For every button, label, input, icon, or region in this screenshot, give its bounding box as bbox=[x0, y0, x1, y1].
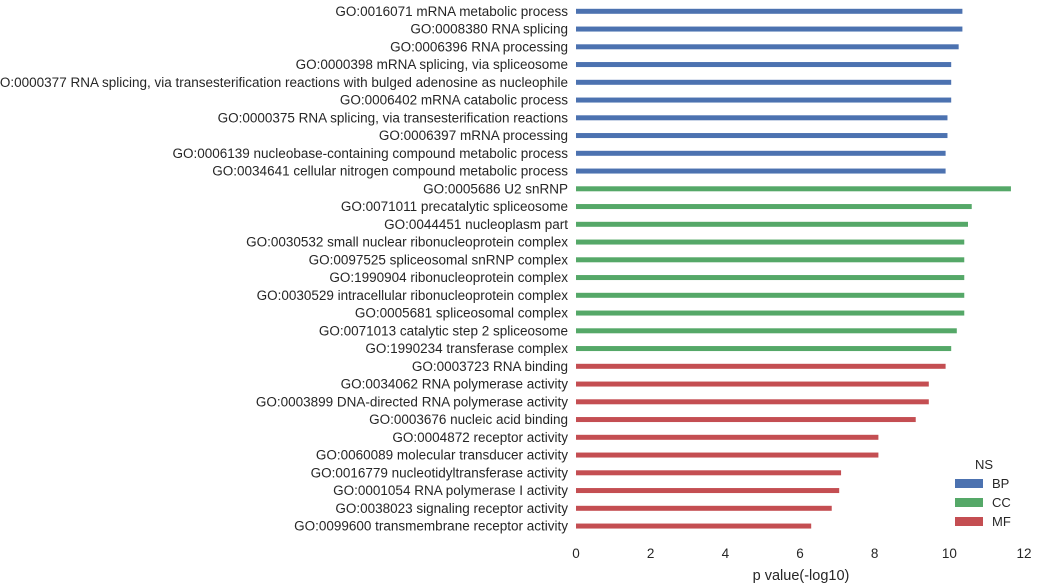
category-label: GO:0097525 spliceosomal snRNP complex bbox=[309, 252, 569, 267]
legend-swatch-bp bbox=[955, 479, 983, 488]
x-tick-label: 8 bbox=[871, 546, 879, 561]
category-label: GO:0071011 precatalytic spliceosome bbox=[341, 199, 568, 214]
category-label: GO:0003676 nucleic acid binding bbox=[369, 412, 568, 427]
bar-mf bbox=[576, 381, 929, 387]
bars bbox=[576, 8, 1011, 529]
legend-swatch-cc bbox=[955, 498, 983, 507]
legend-title: NS bbox=[975, 457, 993, 472]
category-label: GO:0016779 nucleotidyltransferase activi… bbox=[311, 465, 569, 480]
category-label: GO:0001054 RNA polymerase I activity bbox=[333, 483, 568, 498]
category-label: GO:0004872 receptor activity bbox=[392, 430, 568, 445]
bar-bp bbox=[576, 8, 963, 14]
category-label: GO:0005681 spliceosomal complex bbox=[355, 306, 568, 321]
category-label: GO:1990904 ribonucleoprotein complex bbox=[329, 270, 568, 285]
bar-cc bbox=[576, 328, 957, 334]
bar-mf bbox=[576, 417, 916, 423]
bar-bp bbox=[576, 44, 959, 50]
x-axis-label: p value(-log10) bbox=[753, 568, 850, 584]
bar-cc bbox=[576, 204, 972, 210]
x-tick-label: 0 bbox=[572, 546, 580, 561]
legend-label-mf: MF bbox=[992, 514, 1011, 529]
category-label: GO:0000375 RNA splicing, via transesteri… bbox=[218, 110, 569, 125]
bar-mf bbox=[576, 488, 840, 494]
category-label: GO:0006139 nucleobase-containing compoun… bbox=[172, 146, 568, 161]
x-tick-label: 12 bbox=[1016, 546, 1031, 561]
bar-cc bbox=[576, 310, 965, 316]
bar-mf bbox=[576, 470, 842, 476]
category-label: GO:0044451 nucleoplasm part bbox=[384, 217, 568, 232]
category-label: GO:0006397 mRNA processing bbox=[379, 128, 568, 143]
bar-bp bbox=[576, 168, 946, 174]
category-label: GO:0006402 mRNA catabolic process bbox=[340, 93, 568, 108]
category-label: GO:0030532 small nuclear ribonucleoprote… bbox=[246, 235, 568, 250]
bar-cc bbox=[576, 275, 965, 281]
category-label: GO:0005686 U2 snRNP bbox=[423, 181, 568, 196]
bar-bp bbox=[576, 150, 946, 156]
bar-bp bbox=[576, 115, 948, 121]
category-label: GO:0006396 RNA processing bbox=[390, 39, 568, 54]
category-label: GO:0008380 RNA splicing bbox=[410, 22, 568, 37]
bar-mf bbox=[576, 505, 832, 511]
bar-cc bbox=[576, 239, 965, 245]
bar-cc bbox=[576, 346, 952, 352]
category-label: GO:0034062 RNA polymerase activity bbox=[341, 377, 569, 392]
x-tick-label: 4 bbox=[722, 546, 730, 561]
legend-label-cc: CC bbox=[992, 495, 1011, 510]
category-label: GO:0099600 transmembrane receptor activi… bbox=[294, 519, 568, 534]
bar-bp bbox=[576, 133, 948, 139]
category-label: GO:0060089 molecular transducer activity bbox=[316, 448, 568, 463]
x-tick-label: 10 bbox=[942, 546, 957, 561]
bar-mf bbox=[576, 363, 946, 369]
legend-swatch-mf bbox=[955, 517, 983, 526]
x-axis-ticks: 0 2 4 6 8 10 12 bbox=[572, 546, 1031, 561]
x-tick-label: 6 bbox=[796, 546, 804, 561]
bar-bp bbox=[576, 26, 963, 32]
category-labels: GO:0016071 mRNA metabolic process GO:0008… bbox=[0, 4, 568, 534]
bar-cc bbox=[576, 257, 965, 263]
category-label: GO:0000377 RNA splicing, via transesteri… bbox=[0, 75, 568, 90]
bar-bp bbox=[576, 97, 952, 103]
category-label: GO:0003723 RNA binding bbox=[412, 359, 568, 374]
category-label: GO:0034641 cellular nitrogen compound me… bbox=[212, 164, 568, 179]
x-tick-label: 2 bbox=[647, 546, 655, 561]
bar-bp bbox=[576, 79, 952, 85]
bar-mf bbox=[576, 434, 879, 440]
category-label: GO:1990234 transferase complex bbox=[365, 341, 568, 356]
category-label: GO:0016071 mRNA metabolic process bbox=[335, 4, 568, 19]
bar-cc bbox=[576, 221, 968, 227]
bar-bp bbox=[576, 62, 952, 68]
legend-label-bp: BP bbox=[992, 476, 1009, 491]
category-label: GO:0038023 signaling receptor activity bbox=[335, 501, 568, 516]
bar-cc bbox=[576, 292, 965, 298]
legend: NS BP CC MF bbox=[955, 457, 1011, 529]
bar-cc bbox=[576, 186, 1011, 192]
bar-mf bbox=[576, 399, 929, 405]
category-label: GO:0003899 DNA-directed RNA polymerase a… bbox=[256, 394, 568, 409]
category-label: GO:0030529 intracellular ribonucleoprote… bbox=[257, 288, 569, 303]
bar-mf bbox=[576, 452, 879, 458]
bar-mf bbox=[576, 523, 812, 529]
category-label: GO:0000398 mRNA splicing, via spliceosom… bbox=[296, 57, 568, 72]
category-label: GO:0071013 catalytic step 2 spliceosome bbox=[319, 323, 568, 338]
